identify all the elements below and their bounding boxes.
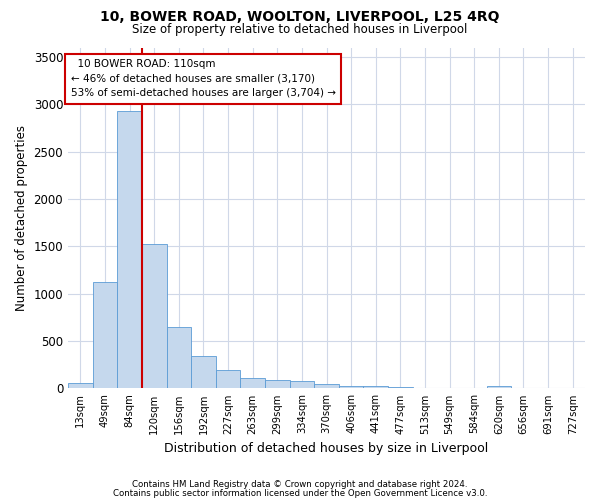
Bar — [290, 381, 314, 388]
Bar — [68, 383, 92, 388]
Bar — [265, 380, 290, 388]
Bar — [241, 378, 265, 388]
Bar — [487, 386, 511, 388]
Text: Contains HM Land Registry data © Crown copyright and database right 2024.: Contains HM Land Registry data © Crown c… — [132, 480, 468, 489]
Bar — [117, 111, 142, 388]
Bar — [167, 328, 191, 388]
Text: Contains public sector information licensed under the Open Government Licence v3: Contains public sector information licen… — [113, 488, 487, 498]
Text: 10, BOWER ROAD, WOOLTON, LIVERPOOL, L25 4RQ: 10, BOWER ROAD, WOOLTON, LIVERPOOL, L25 … — [100, 10, 500, 24]
Text: 10 BOWER ROAD: 110sqm  
← 46% of detached houses are smaller (3,170)
53% of semi: 10 BOWER ROAD: 110sqm ← 46% of detached … — [71, 59, 335, 98]
X-axis label: Distribution of detached houses by size in Liverpool: Distribution of detached houses by size … — [164, 442, 488, 455]
Bar — [388, 387, 413, 388]
Bar — [191, 356, 216, 388]
Bar — [92, 282, 117, 389]
Bar — [339, 386, 364, 388]
Bar — [142, 244, 167, 388]
Bar — [314, 384, 339, 388]
Y-axis label: Number of detached properties: Number of detached properties — [15, 125, 28, 311]
Text: Size of property relative to detached houses in Liverpool: Size of property relative to detached ho… — [133, 22, 467, 36]
Bar — [216, 370, 241, 388]
Bar — [364, 386, 388, 388]
